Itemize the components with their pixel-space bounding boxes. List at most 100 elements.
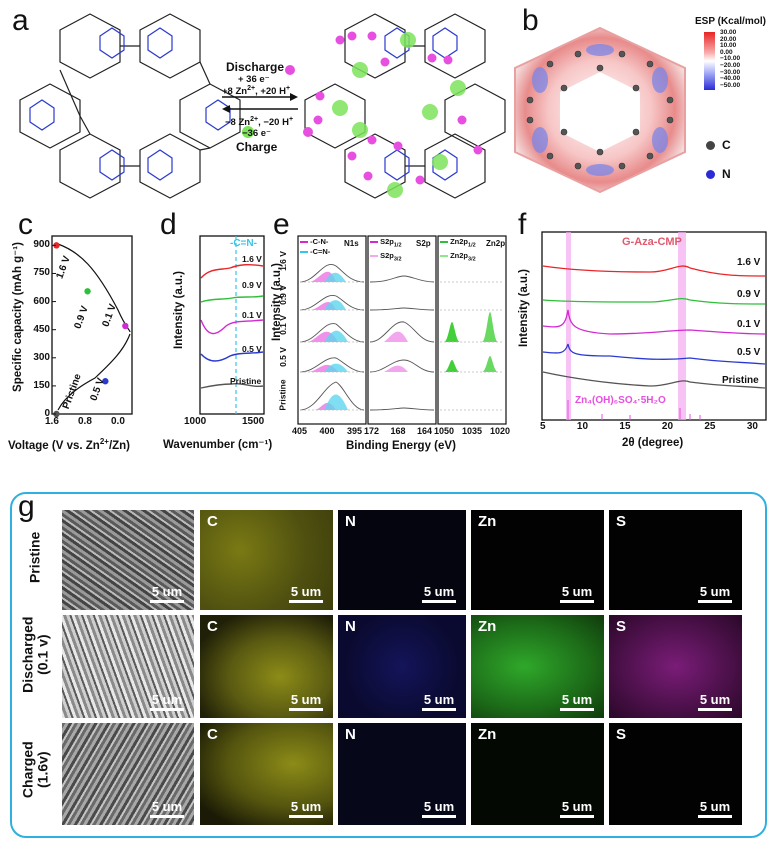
scale-bar-label: 5 um [151,692,183,707]
row-label-charged-line1: Charged [19,741,36,799]
charge-zn: −8 Zn [225,117,251,129]
zn2p-x-tick: 1035 [461,426,483,436]
s2p-legend-32-swatch [370,254,378,257]
capacity-point [53,242,60,249]
n1s-legend-cn-label: -C-N- [310,237,329,246]
n1s-legend-cdn-swatch [300,251,308,254]
eds-map-c-pristine: C 5 um [200,510,333,610]
zn2p-legend-12: Zn2p1/2 [440,237,476,251]
plot-frame [51,235,133,415]
scale-bar-label: 5 um [699,799,731,814]
scale-bar-line [560,815,594,818]
capacity-plot [51,235,133,418]
ftir-x-tick-1500: 1500 [242,416,265,427]
zn2p-legend-32-swatch [440,254,448,257]
scale-bar-label: 5 um [423,799,455,814]
esp-tick: −10.00 [720,55,741,63]
legend-nitrogen-marker [706,170,715,179]
capacity-x-tick-0.8: 0.8 [78,416,92,427]
capacity-point [122,322,129,330]
sem-image-charged: 5 um [62,723,194,825]
xps-s2p-legend: S2p1/2 S2p3/2 [370,237,402,264]
xrd-plot [541,231,767,421]
element-label-c: C [207,726,218,743]
xrd-trace-label-0.9v: 0.9 V [737,289,761,300]
scale-bar-line [150,815,184,818]
eds-map-zn-charged: Zn 5 um [471,723,604,825]
charge-label: Charge [236,140,278,154]
zn2p-legend-12-swatch [440,241,448,244]
xrd-y-axis-title: Intensity (a.u.) [518,269,530,347]
esp-tick: −40.00 [720,75,741,83]
s2p-legend-32: S2p3/2 [370,251,402,265]
element-label-c: C [207,513,218,530]
scale-bar-label: 5 um [561,692,593,707]
panel-b-letter: b [522,4,539,37]
xps-row-labels: 1.6 V 0.9 V 0.1 V 0.5 V Pristine [278,236,295,426]
element-label-n: N [345,618,356,635]
xrd-x-axis-title: 2θ (degree) [622,437,684,449]
scale-bar: 5 um [560,692,594,711]
discharge-h: , +20 H [255,86,286,98]
scale-bar: 5 um [698,799,732,818]
n1s-legend-cdn-label: -C=N- [310,247,331,256]
zn2p-title: Zn2p [486,239,506,248]
capacity-y-tick-label: 300 [33,351,50,363]
discharge-label: Discharge [226,60,285,74]
scale-bar-label: 5 um [561,584,593,599]
xrd-trace-label-0.5v: 0.5 V [737,347,761,358]
ftir-x-axis-title: Wavenumber (cm⁻¹) [163,439,273,451]
row-label-pristine: Pristine [27,512,43,602]
xrd-trace-label-pristine: Pristine [722,375,759,386]
capacity-x-axis-title-a: Voltage (V vs. Zn [8,439,100,452]
scale-bar-line [150,600,184,603]
element-label-s: S [616,513,627,530]
capacity-y-axis-title: Specific capacity (mAh g⁻¹) [12,242,24,392]
charge-zn-charge: 2+ [250,116,259,123]
zn-binding-sites [332,32,466,198]
element-label-c: C [207,618,218,635]
n1s-x-tick: 400 [319,426,335,436]
element-label-s: S [616,726,627,743]
n1s-x-tick: 405 [292,426,308,436]
scale-bar-label: 5 um [151,584,183,599]
capacity-y-tick-label: 750 [33,267,50,279]
eds-map-c-charged: C 5 um [200,723,333,825]
legend-nitrogen-label: N [722,167,731,181]
esp-tick: 20.00 [720,35,737,43]
scale-bar-line [289,600,323,603]
s2p-legend-12-label: S2p [380,237,394,246]
scale-bar: 5 um [150,584,184,603]
scale-bar-label: 5 um [290,692,322,707]
xrd-ref-label-zhs: Zn₄(OH)₆SO₄·5H₂O [575,395,666,406]
xrd-x-tick: 20 [661,421,674,432]
eds-map-s-pristine: S 5 um [609,510,742,610]
capacity-y-tick-label: 900 [33,239,50,251]
esp-tick: 0.00 [720,48,733,56]
capacity-x-axis-title-c: /Zn) [108,439,131,452]
esp-colorbar [704,32,715,90]
esp-tick: 10.00 [720,42,737,50]
legend-carbon-label: C [722,138,731,152]
ftir-plot [199,235,265,415]
zn2p-x-tick: 1050 [434,426,455,436]
sem-image-discharged: 5 um [62,615,194,718]
scale-bar-line [289,708,323,711]
panel-g-frame [10,492,767,838]
scale-bar: 5 um [150,799,184,818]
scale-bar-line [422,708,456,711]
charge-electrons: −36 e⁻ [242,128,272,139]
n1s-x-ticks: 405 400 395 [292,426,362,436]
capacity-point [53,410,60,418]
element-label-zn: Zn [478,726,497,743]
eds-map-s-charged: S 5 um [609,723,742,825]
eds-map-zn-discharged: Zn 5 um [471,615,604,718]
scale-bar-label: 5 um [699,584,731,599]
esp-map [514,26,686,194]
panel-a-letter: a [12,4,29,37]
scale-bar: 5 um [698,584,732,603]
capacity-y-tick-label: 0 [44,408,50,419]
panel-g-letter: g [18,490,35,523]
sem-image-pristine: 5 um [62,510,194,610]
s2p-x-ticks: 172 168 164 [364,426,432,436]
